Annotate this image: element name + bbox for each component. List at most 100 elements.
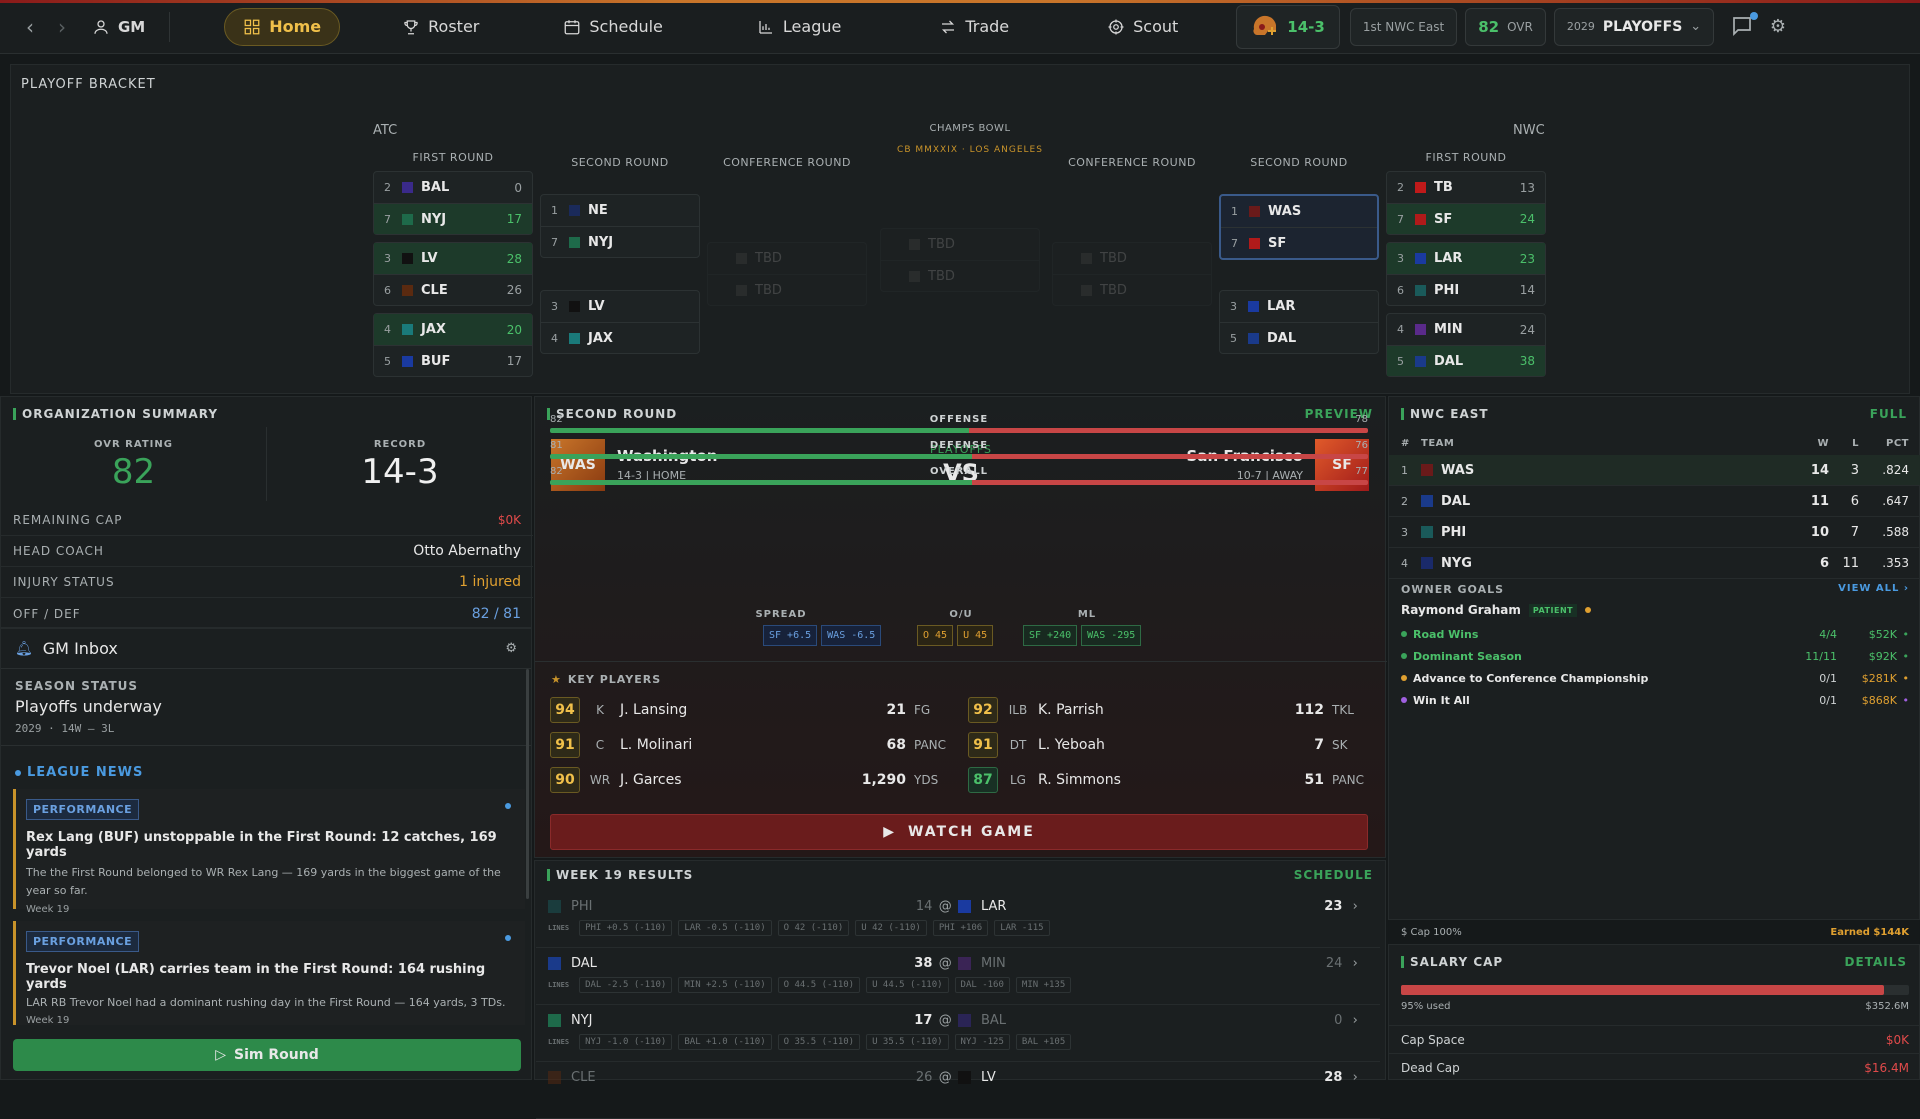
standings-team: PHI [1441, 524, 1467, 540]
stat-labels: 82 OFFENSE 78 [550, 414, 1368, 428]
away-stat-value: 77 [1355, 466, 1368, 477]
top-nav-bar: ‹ › GM Home Roster Schedule League Trade… [0, 0, 1920, 54]
bracket-matchup[interactable]: 3 LAR 5 DAL [1219, 290, 1379, 354]
bracket-matchup[interactable]: 2 BAL 0 7 NYJ 17 [373, 171, 533, 235]
bracket-matchup[interactable]: 3 LV 4 JAX [540, 290, 700, 354]
stat-bar [550, 480, 1368, 485]
scrollbar[interactable] [526, 669, 529, 899]
key-player-row[interactable]: 91 DT L. Yeboah 7 SK [968, 730, 1368, 760]
spread-pill[interactable]: SF +6.5 [763, 625, 818, 646]
season-selector[interactable]: 2029 PLAYOFFS ⌄ [1553, 7, 1714, 46]
cap-total: $352.6M [1865, 1001, 1909, 1012]
owner-goal-row[interactable]: Win It All 0/1 $868K • [1389, 689, 1920, 711]
line-pill: DAL -160 [954, 977, 1010, 993]
ml-pill[interactable]: WAS -295 [1081, 625, 1142, 646]
row-key: OFF / DEF [13, 606, 81, 621]
watch-game-button[interactable]: ▶ WATCH GAME [550, 814, 1368, 850]
back-arrow-icon[interactable]: ‹ [26, 14, 34, 39]
bracket-matchup[interactable]: 4 JAX 20 5 BUF 17 [373, 313, 533, 377]
bracket-matchup-highlighted[interactable]: 1 WAS 7 SF [1219, 194, 1379, 260]
bracket-matchup[interactable]: 3 LV 28 6 CLE 26 [373, 242, 533, 306]
result-row[interactable]: DAL 38 @ MIN 24 › LINES DAL -2.5 (-110) MIN +2.5… [536, 949, 1380, 1005]
bracket-matchup[interactable]: 3 LAR 23 6 PHI 14 [1386, 242, 1546, 306]
result-row[interactable]: PHI 14 @ LAR 23 › LINES PHI +0.5 (-110) LAR -0.5… [536, 892, 1380, 948]
ou-pill[interactable]: O 45 [917, 625, 954, 646]
gm-profile-button[interactable]: GM [78, 8, 159, 46]
earned-amount: Earned $144K [1830, 927, 1909, 938]
standings-pct: .647 [1882, 494, 1909, 508]
owner-goal-row[interactable]: Road Wins 4/4 $52K • [1389, 623, 1920, 645]
spread-pill[interactable]: WAS -6.5 [821, 625, 882, 646]
line-pill: BAL +1.0 (-110) [678, 1034, 772, 1050]
key-player-row[interactable]: 87 LG R. Simmons 51 PANC [968, 765, 1368, 795]
bracket-team-row: TBD [1053, 243, 1211, 274]
star-icon: ★ [551, 673, 562, 686]
results-title-text: WEEK 19 RESULTS [556, 868, 694, 882]
standings-row[interactable]: 4 NYG 6 11 .353 [1389, 548, 1920, 579]
key-player-row[interactable]: 90 WR J. Garces 1,290 YDS [550, 765, 950, 795]
news-card[interactable]: PERFORMANCE Trevor Noel (LAR) carries te… [13, 921, 525, 1026]
settings-icon[interactable]: ⚙ [1769, 16, 1786, 37]
forward-arrow-icon[interactable]: › [58, 14, 66, 39]
away-team-abbr: NYJ [571, 1012, 593, 1028]
team-color-swatch [402, 284, 413, 296]
view-all-goals-link[interactable]: VIEW ALL › [1838, 583, 1909, 594]
team-color-swatch [548, 899, 561, 913]
nav-roster[interactable]: Roster [384, 8, 497, 46]
preview-link[interactable]: PREVIEW [1304, 407, 1373, 421]
chart-icon [759, 20, 772, 34]
sim-round-button[interactable]: ▷ Sim Round [13, 1039, 521, 1071]
team-color-swatch [958, 956, 971, 970]
standings-row[interactable]: 3 PHI 10 7 .588 [1389, 517, 1920, 548]
standings-losses: 3 [1850, 462, 1859, 478]
standings-rows: 1 WAS 14 3 .824 2 DAL 11 6 .647 3 PHI 10 7 .588 4 NYG 6 11… [1389, 455, 1920, 579]
inbox-settings-icon[interactable]: ⚙ [505, 641, 517, 656]
salary-details-link[interactable]: DETAILS [1844, 955, 1907, 969]
schedule-link[interactable]: SCHEDULE [1293, 868, 1373, 882]
nav-scout[interactable]: Scout [1089, 8, 1196, 46]
messages-button[interactable] [1730, 11, 1758, 40]
key-player-row[interactable]: 94 K J. Lansing 21 FG [550, 695, 950, 725]
matchup-title-text: SECOND ROUND [556, 407, 678, 421]
standings-team: DAL [1441, 493, 1471, 509]
key-player-row[interactable]: 91 C L. Molinari 68 PANC [550, 730, 950, 760]
bracket-matchup[interactable]: 1 NE 7 NYJ [540, 194, 700, 258]
cap-note-row: $ Cap 100% Earned $144K [1401, 927, 1909, 938]
nav-league[interactable]: League [739, 8, 859, 46]
seed: 7 [551, 235, 558, 249]
ou-pill[interactable]: U 45 [957, 625, 994, 646]
ml-pill[interactable]: SF +240 [1023, 625, 1078, 646]
matchup-panel: SECOND ROUND PREVIEW WAS Washington 14-3… [534, 396, 1387, 858]
stat-labels: 81 DEFENSE 76 [550, 440, 1368, 454]
key-player-row[interactable]: 92 ILB K. Parrish 112 TKL [968, 695, 1368, 725]
bracket-matchup[interactable]: 4 MIN 24 5 DAL 38 [1386, 313, 1546, 377]
team-record-chip[interactable]: 14-3 [1236, 4, 1340, 49]
owner-goal-row[interactable]: Dominant Season 11/11 $92K • [1389, 645, 1920, 667]
goal-dot-icon: • [1902, 693, 1910, 707]
nav-home[interactable]: Home [224, 7, 341, 46]
seed: 1 [1231, 205, 1238, 218]
away-team-abbr: DAL [571, 955, 597, 971]
nav-schedule[interactable]: Schedule [545, 8, 681, 46]
team-abbr: MIN [1434, 322, 1463, 337]
team-color-swatch [1248, 301, 1259, 312]
owner-goal-row[interactable]: Advance to Conference Championship 0/1 $28… [1389, 667, 1920, 689]
nav-schedule-label: Schedule [589, 17, 663, 36]
player-stat-unit: PANC [1332, 773, 1365, 787]
bracket-matchup-tbd: TBD TBD [707, 242, 867, 306]
full-standings-link[interactable]: FULL [1869, 407, 1907, 421]
standings-row[interactable]: 2 DAL 11 6 .647 [1389, 486, 1920, 517]
nwc-label: NWC [1513, 123, 1545, 138]
home-team: LAR 23 [958, 899, 1342, 914]
away-stat-value: 76 [1355, 440, 1368, 451]
nav-trade[interactable]: Trade [921, 8, 1027, 46]
bracket-team-row: 3 LV [541, 291, 699, 322]
row-value: 1 injured [459, 574, 521, 590]
news-card[interactable]: PERFORMANCE Rex Lang (BUF) unstoppable i… [13, 789, 525, 915]
result-row[interactable]: CLE 26 @ LV 28 › [536, 1063, 1380, 1119]
standing-chip: 1st NWC East [1349, 7, 1458, 46]
result-row[interactable]: NYJ 17 @ BAL 0 › LINES NYJ -1.0 (-110) BAL +1.0 … [536, 1006, 1380, 1062]
standings-row[interactable]: 1 WAS 14 3 .824 [1389, 455, 1920, 486]
bracket-matchup[interactable]: 2 TB 13 7 SF 24 [1386, 171, 1546, 235]
bracket-team-row: TBD [1053, 274, 1211, 305]
